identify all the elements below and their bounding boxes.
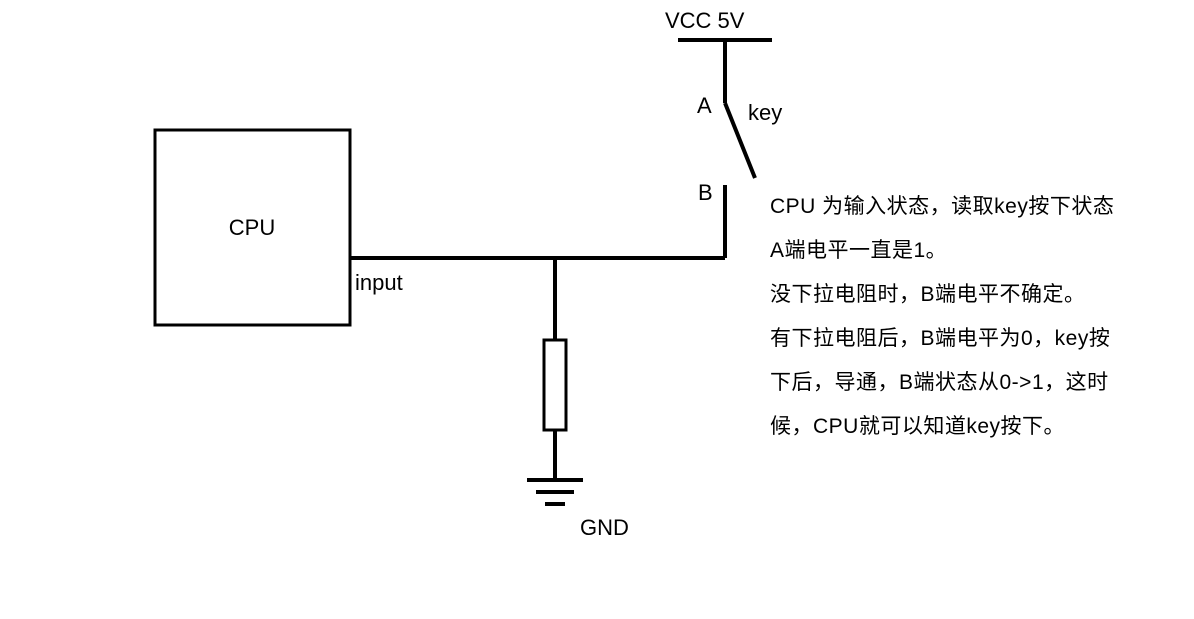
- desc-line2: A端电平一直是1。: [770, 234, 1194, 264]
- input-label: input: [355, 270, 403, 295]
- desc-line6: 候，CPU就可以知道key按下。: [770, 410, 1194, 440]
- cpu-label: CPU: [229, 215, 275, 240]
- desc-line5: 下后，导通，B端状态从0->1，这时: [770, 366, 1194, 396]
- pulldown-resistor: [544, 340, 566, 430]
- key-label: key: [748, 100, 782, 125]
- vcc-label: VCC 5V: [665, 8, 745, 33]
- desc-line3: 没下拉电阻时，B端电平不确定。: [770, 278, 1194, 308]
- gnd-label: GND: [580, 515, 629, 540]
- desc-line4: 有下拉电阻后，B端电平为0，key按: [770, 322, 1194, 352]
- node-a-label: A: [697, 93, 712, 118]
- description-block: CPU 为输入状态，读取key按下状态 A端电平一直是1。 没下拉电阻时，B端电…: [770, 190, 1194, 454]
- desc-line1: CPU 为输入状态，读取key按下状态: [770, 190, 1194, 220]
- node-b-label: B: [698, 180, 713, 205]
